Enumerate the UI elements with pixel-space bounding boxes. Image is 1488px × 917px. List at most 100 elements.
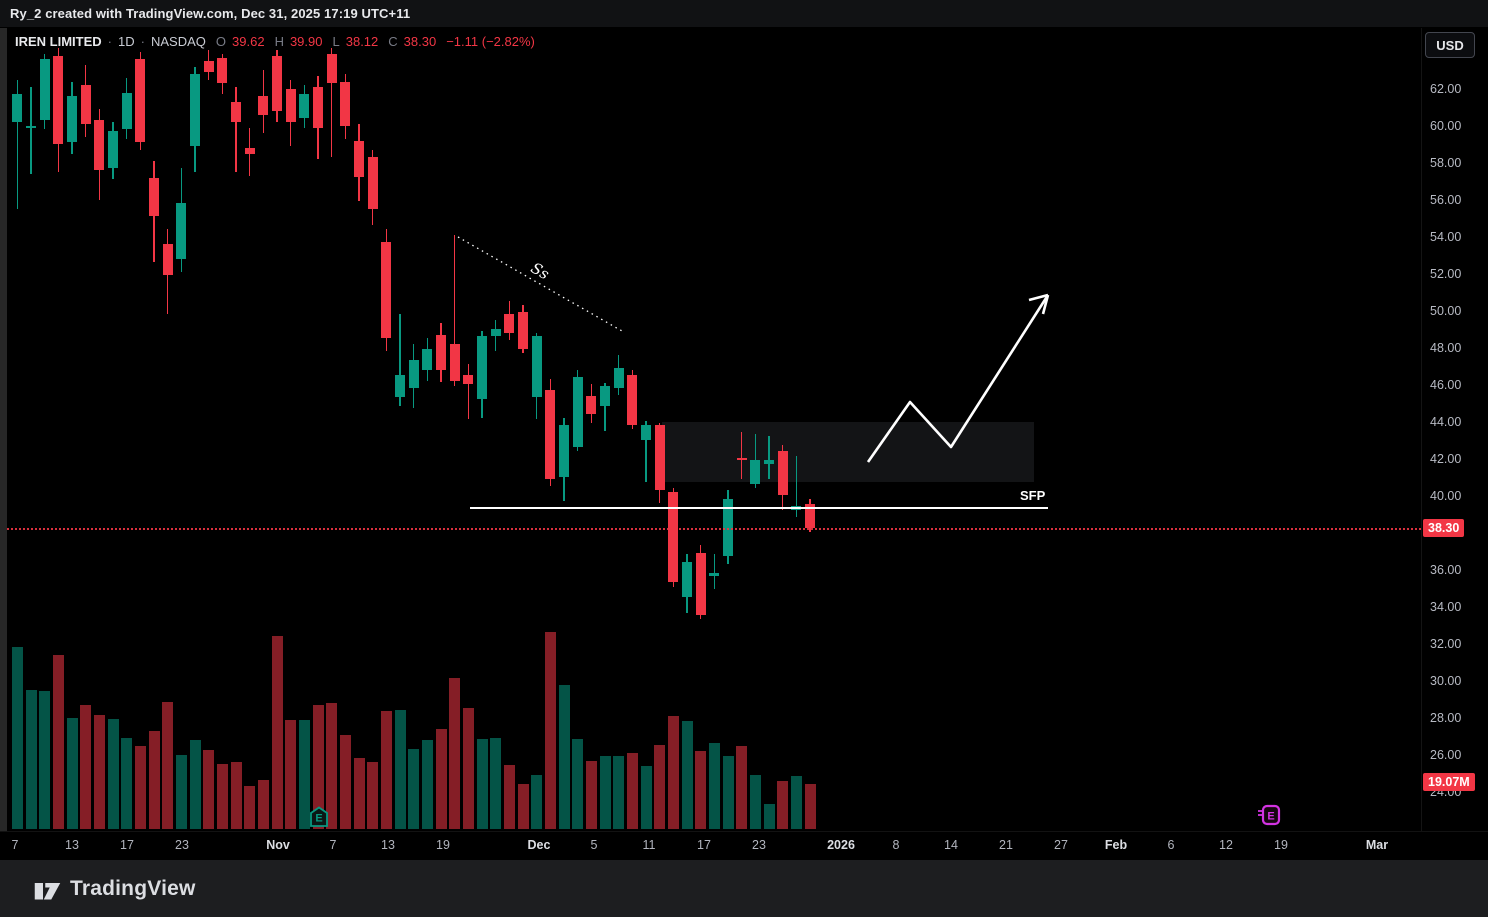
candle-body xyxy=(176,203,187,259)
symbol-name[interactable]: IREN LIMITED xyxy=(15,34,102,49)
time-axis-label: 14 xyxy=(944,838,958,852)
candle-body xyxy=(53,55,64,145)
volume-bar xyxy=(517,783,529,829)
volume-bar xyxy=(695,750,707,829)
volume-bar xyxy=(353,758,365,829)
earnings-upcoming-icon[interactable]: E xyxy=(1257,804,1281,831)
price-axis-label: 50.00 xyxy=(1430,304,1462,318)
time-axis-label: Nov xyxy=(266,838,290,852)
sfp-horizontal-line-drawing[interactable] xyxy=(470,507,1048,509)
high-value: 39.90 xyxy=(289,34,323,49)
candle-body xyxy=(613,367,624,388)
candle-body xyxy=(545,389,556,479)
price-axis-label: 42.00 xyxy=(1430,452,1462,466)
volume-bar xyxy=(749,775,761,829)
time-axis-label: 8 xyxy=(892,838,900,852)
candle-body xyxy=(231,101,241,123)
tradingview-logo[interactable]: TradingView xyxy=(0,877,196,901)
candle-body xyxy=(436,334,446,370)
candle-body xyxy=(244,148,255,154)
low-value: 38.12 xyxy=(345,34,379,49)
candle-body xyxy=(449,343,460,381)
earnings-reported-icon[interactable]: E xyxy=(309,806,329,833)
volume-bar xyxy=(394,709,406,829)
time-axis-label: 17 xyxy=(697,838,711,852)
volume-bar xyxy=(39,690,51,829)
volume-bar xyxy=(230,762,242,829)
open-value: 39.62 xyxy=(232,34,265,49)
candle-wick xyxy=(795,456,797,518)
candle-body xyxy=(121,92,132,130)
time-axis-label: 21 xyxy=(999,838,1013,852)
volume-bar xyxy=(667,716,679,829)
candle-body xyxy=(135,59,146,143)
time-axis-label: 23 xyxy=(175,838,189,852)
candle-body xyxy=(531,336,542,398)
volume-bar xyxy=(640,766,652,829)
dotted-trendline-drawing[interactable] xyxy=(457,236,623,332)
candle-body xyxy=(326,53,337,84)
tradingview-logo-text: TradingView xyxy=(70,876,196,900)
price-axis-label: 32.00 xyxy=(1430,637,1462,651)
arrow-head xyxy=(1028,293,1050,315)
svg-text:E: E xyxy=(1267,811,1274,823)
volume-bar xyxy=(462,707,474,829)
currency-toggle-button[interactable]: USD xyxy=(1425,32,1475,58)
volume-bar xyxy=(367,762,379,829)
volume-bar xyxy=(121,737,133,829)
volume-bar xyxy=(285,720,297,829)
close-value: 38.30 xyxy=(403,34,437,49)
volume-bar xyxy=(298,720,310,829)
candle-wick xyxy=(467,364,469,420)
time-axis-label: Mar xyxy=(1365,838,1389,852)
volume-bar xyxy=(11,646,23,829)
candle-body xyxy=(586,395,597,414)
candle-body xyxy=(80,85,91,124)
candle-wick xyxy=(713,554,715,590)
volume-bar xyxy=(681,720,693,829)
volume-bar xyxy=(544,631,556,829)
volume-bar xyxy=(189,740,201,829)
price-axis-label: 48.00 xyxy=(1430,341,1462,355)
volume-bar xyxy=(25,690,37,829)
volume-bar xyxy=(763,804,775,829)
interval-label[interactable]: 1D xyxy=(118,34,135,49)
attribution-bar: Ry_2 created with TradingView.com, Dec 3… xyxy=(0,0,1488,28)
candle-body xyxy=(395,375,405,398)
candle-wick xyxy=(330,48,333,158)
candle-body xyxy=(750,460,761,485)
volume-bar xyxy=(777,780,789,829)
time-axis-label: Dec xyxy=(527,838,551,852)
candle-body xyxy=(682,561,692,597)
candle-body xyxy=(764,460,774,464)
volume-bar xyxy=(790,775,802,829)
candle-body xyxy=(272,55,282,111)
time-axis-label: 13 xyxy=(381,838,395,852)
price-axis[interactable]: USD 38.30 19.07M 62.00 60.00 58.00 56.00 54.… xyxy=(1421,28,1488,831)
candle-body xyxy=(490,329,501,337)
volume-bar xyxy=(626,753,638,829)
trendline-label: Ss xyxy=(527,258,553,284)
candle-body xyxy=(12,94,23,123)
time-axis-label: 11 xyxy=(642,838,656,852)
candle-body xyxy=(572,377,583,448)
volume-bar xyxy=(203,749,215,829)
candle-body xyxy=(203,61,214,73)
exchange-label: NASDAQ xyxy=(150,34,206,49)
candle-body xyxy=(162,244,173,276)
supply-zone-rectangle-drawing[interactable] xyxy=(662,422,1034,482)
time-axis-label: 2026 xyxy=(827,838,855,852)
volume-bar xyxy=(804,784,816,829)
close-key: C xyxy=(388,34,398,49)
candle-wick xyxy=(604,382,606,431)
volume-bar xyxy=(490,737,502,829)
candle-body xyxy=(504,314,515,333)
volume-bar xyxy=(736,745,748,829)
time-axis-label: 5 xyxy=(590,838,598,852)
volume-bar xyxy=(613,755,625,829)
time-axis[interactable]: 7 13 17 23 Nov 7 13 19 Dec 5 11 17 23 2026 8 14 21 27 Feb 6… xyxy=(0,831,1488,860)
sfp-line-label: SFP xyxy=(1020,488,1046,503)
time-axis-label: 19 xyxy=(1274,838,1288,852)
candle-body xyxy=(354,140,364,178)
